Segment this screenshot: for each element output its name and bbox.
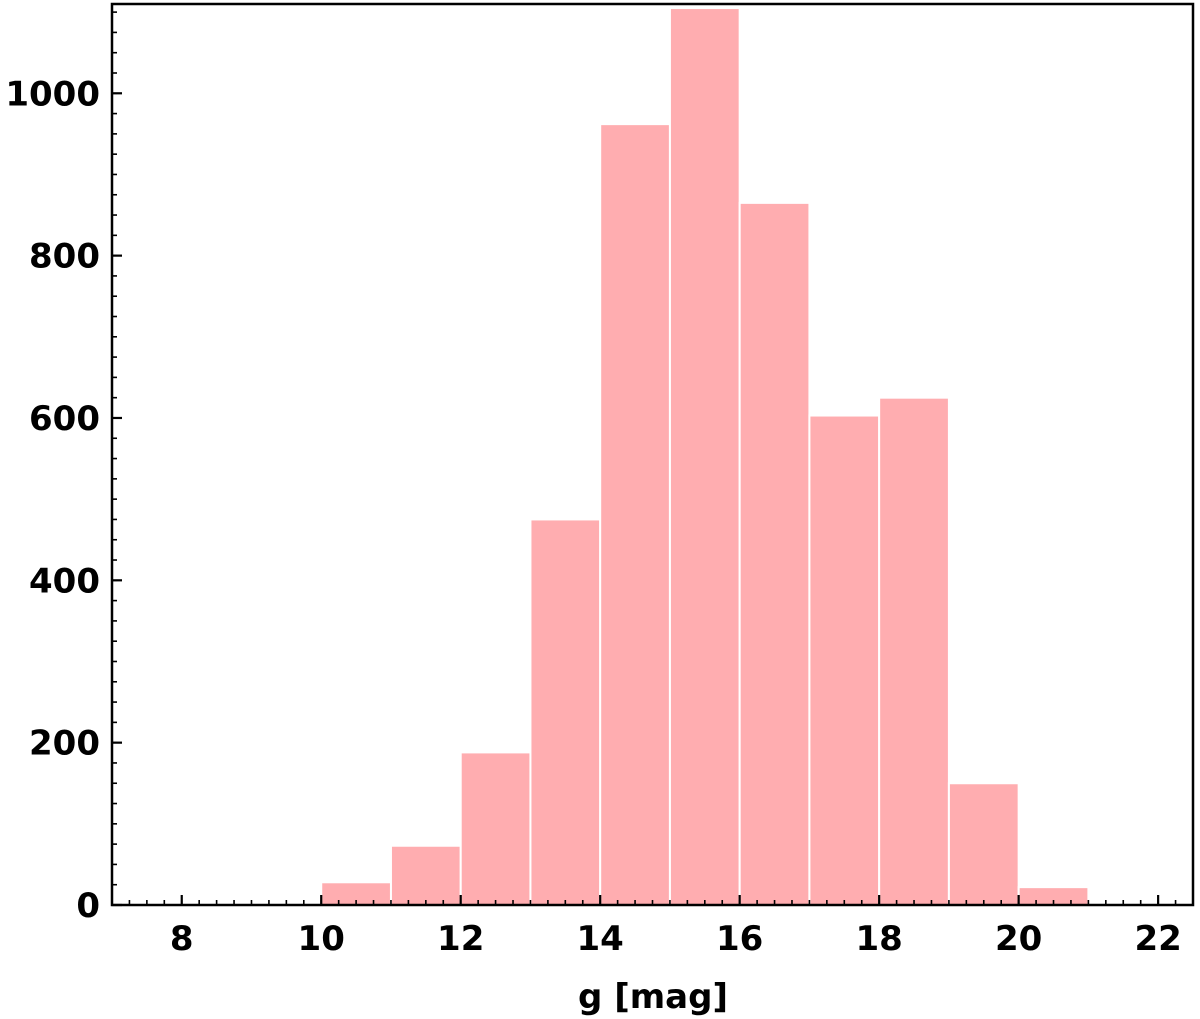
y-tick-label: 800 [29,237,100,277]
histogram-bar-11 [947,782,1020,906]
x-tick-label: 12 [437,919,484,959]
x-tick-label: 16 [716,919,763,959]
x-tick-label: 10 [298,919,345,959]
histogram-bars [180,7,1090,907]
y-tick-label: 200 [29,724,100,764]
x-tick-label: 18 [855,919,902,959]
histogram-bar-5 [529,518,602,906]
plot-frame [110,2,1195,907]
x-tick-label: 20 [995,919,1042,959]
histogram-bar-4 [459,751,532,906]
x-tick-label: 22 [1134,919,1181,959]
histogram-bar-9 [808,414,881,906]
y-tick-label: 600 [29,399,100,439]
histogram-bar-6 [599,123,671,906]
x-tick-label: 14 [577,919,624,959]
axis-tick-labels: 8 10 12 14 16 18 20 22 0 200 400 600 800 1000 [5,74,1181,959]
y-tick-label: 1000 [5,74,100,114]
y-tick-label: 0 [76,886,100,926]
x-axis-label: g [mag] [578,977,728,1017]
histogram-bar-7 [668,7,741,907]
histogram-bar-3 [389,844,462,907]
histogram-bar-10 [878,396,950,906]
y-tick-label: 400 [29,561,100,601]
histogram-bar-8 [738,201,811,906]
x-tick-label: 8 [170,919,194,959]
